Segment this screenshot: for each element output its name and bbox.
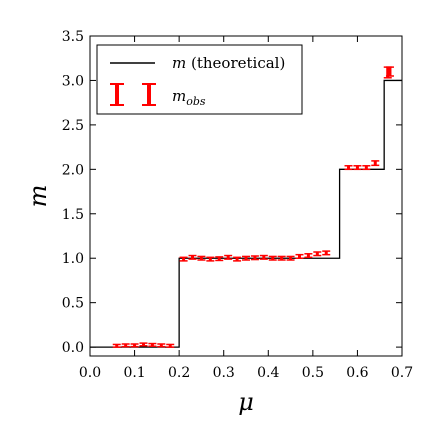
legend-rest-theoretical: (theoretical) (186, 54, 285, 72)
obs-point-19 (286, 255, 295, 261)
theoretical-step-line (90, 79, 402, 348)
x-tick-label-3: 0.3 (213, 365, 235, 381)
x-axis-label: μ (238, 388, 254, 416)
obs-point-9 (197, 255, 206, 261)
obs-point-20 (295, 253, 304, 259)
legend-obs-sub: obs (186, 95, 206, 108)
x-tick-label-0: 0.0 (79, 365, 101, 381)
y-tick-label-0: 0.0 (62, 340, 84, 356)
obs-point-8 (188, 254, 197, 260)
obs-point-2 (130, 343, 139, 348)
legend-text-theoretical: m (theoretical) (172, 54, 285, 72)
legend-var-theoretical: m (172, 54, 186, 72)
obs-point-10 (206, 256, 215, 262)
obs-point-12 (224, 254, 233, 260)
plot-frame (89, 35, 403, 357)
x-tick-label-2: 0.2 (168, 365, 190, 381)
obs-point-18 (277, 255, 286, 261)
legend: m (theoretical) mobs (96, 44, 303, 115)
axes: 0.0 0.1 0.2 0.3 0.4 0.5 0.6 0.7 0.0 0.5 1.0 1.5 2.0 2… (24, 29, 413, 416)
obs-point-27 (371, 160, 380, 167)
legend-marker-observed (110, 83, 156, 106)
obs-point-4 (148, 342, 157, 347)
y-tick-label-2: 1.0 (62, 251, 84, 267)
obs-point-24 (344, 165, 353, 171)
legend-frame (96, 44, 303, 115)
obs-point-17 (268, 255, 277, 261)
x-tick-label-7: 0.7 (391, 365, 413, 381)
obs-point-5 (157, 343, 166, 348)
obs-point-15 (250, 255, 259, 261)
obs-point-21 (304, 253, 313, 259)
obs-point-29 (385, 66, 394, 77)
obs-point-26 (362, 165, 371, 171)
obs-point-16 (259, 254, 268, 260)
obs-point-22 (313, 251, 322, 257)
obs-point-14 (242, 255, 250, 261)
obs-point-23 (322, 250, 331, 256)
x-tick-label-6: 0.6 (346, 365, 368, 381)
legend-obs-base: m (172, 87, 186, 105)
obs-point-6 (166, 343, 175, 348)
obs-point-7 (179, 256, 188, 262)
y-axis-label: m (24, 185, 52, 208)
obs-point-11 (215, 256, 224, 262)
obs-point-13 (233, 256, 242, 262)
legend-text-observed: mobs (172, 87, 206, 108)
obs-point-0 (112, 343, 121, 348)
y-tick-label-4: 2.0 (62, 162, 84, 178)
obs-point-3 (139, 342, 148, 347)
y-tick-label-5: 2.5 (62, 118, 84, 134)
obs-point-25 (353, 165, 362, 171)
obs-point-1 (121, 343, 130, 348)
y-tick-label-7: 3.5 (62, 29, 84, 45)
plot-area (90, 66, 402, 348)
y-tick-label-3: 1.5 (62, 207, 84, 223)
x-tick-label-5: 0.5 (302, 365, 324, 381)
x-tick-label-4: 0.4 (257, 365, 279, 381)
x-tick-label-1: 0.1 (123, 365, 145, 381)
y-tick-label-1: 0.5 (62, 296, 84, 312)
y-tick-label-6: 3.0 (62, 73, 84, 89)
